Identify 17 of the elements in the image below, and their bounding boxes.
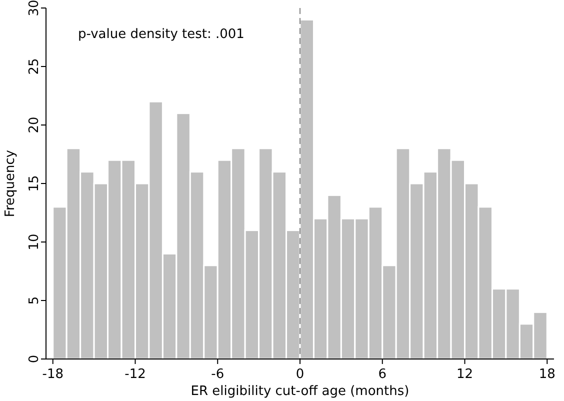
y-tick-label: 10 xyxy=(27,234,42,250)
x-tick-label: 6 xyxy=(378,367,387,382)
y-tick-label: 15 xyxy=(27,175,42,192)
y-tick-label: 5 xyxy=(27,296,42,305)
y-tick-label: 0 xyxy=(27,354,42,364)
x-tick-label: -6 xyxy=(211,367,224,382)
x-tick-label: 12 xyxy=(456,367,474,382)
x-tick-label: -12 xyxy=(124,367,146,382)
y-tick-label: 30 xyxy=(27,0,42,16)
y-tick-label: 20 xyxy=(27,116,42,134)
x-tick-label: 18 xyxy=(538,367,556,382)
x-axis-title: ER eligibility cut-off age (months) xyxy=(190,384,410,399)
y-tick-label: 25 xyxy=(27,58,42,75)
annotation: p-value density test: .001 xyxy=(78,27,244,42)
x-tick-label: -18 xyxy=(42,367,64,382)
y-axis-title: Frequency xyxy=(3,150,18,218)
x-tick-label: 0 xyxy=(296,367,304,382)
